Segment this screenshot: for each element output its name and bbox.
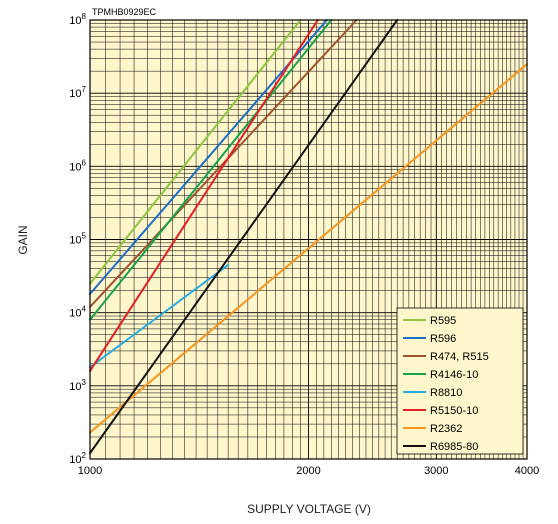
- legend-label-r596: R596: [430, 333, 456, 345]
- plot-frame: [89, 19, 528, 460]
- x-axis-title: SUPPLY VOLTAGE (V): [247, 502, 371, 516]
- series-line-r4146-10: [89, 19, 333, 321]
- y-axis-ticks: 102 103 104 105 106 107 108: [69, 12, 86, 466]
- series-line-r474-r515: [89, 19, 358, 308]
- legend-box: [396, 307, 524, 455]
- x-tick-label: 3000: [424, 465, 448, 477]
- y-tick-label: 102: [69, 451, 86, 466]
- y-tick-label: 107: [69, 85, 86, 100]
- legend-label-r8810: R8810: [430, 387, 462, 399]
- x-tick-label: 4000: [515, 465, 539, 477]
- series-line-r6985-80: [89, 19, 399, 455]
- x-axis-ticks: 1000 2000 3000 4000: [78, 465, 539, 477]
- series-line-r595: [89, 19, 302, 285]
- legend-label-r4146-10: R4146-10: [430, 369, 478, 381]
- series-line-r5150-10: [89, 19, 319, 372]
- legend-label-r595: R595: [430, 315, 456, 327]
- legend-label-r474-r515: R474, R515: [430, 351, 489, 363]
- y-tick-label: 106: [69, 158, 86, 173]
- x-tick-label: 1000: [78, 465, 102, 477]
- y-axis-title: GAIN: [16, 225, 30, 254]
- figure-code: TPMHB0929EC: [92, 7, 157, 17]
- legend-label-r6985-80: R6985-80: [430, 441, 478, 453]
- y-tick-label: 104: [69, 305, 86, 320]
- series-lines: [89, 19, 528, 455]
- series-line-r8810: [89, 263, 230, 369]
- legend: R595 R596 R474, R515 R4146-10 R8810 R5150-10 R…: [396, 307, 524, 455]
- legend-label-r5150-10: R5150-10: [430, 405, 478, 417]
- legend-label-r2362: R2362: [430, 423, 462, 435]
- y-tick-label: 108: [69, 12, 86, 27]
- series-line-r2362: [89, 63, 528, 434]
- x-tick-label: 2000: [296, 465, 320, 477]
- y-tick-label: 103: [69, 378, 86, 393]
- y-tick-label: 105: [69, 232, 86, 247]
